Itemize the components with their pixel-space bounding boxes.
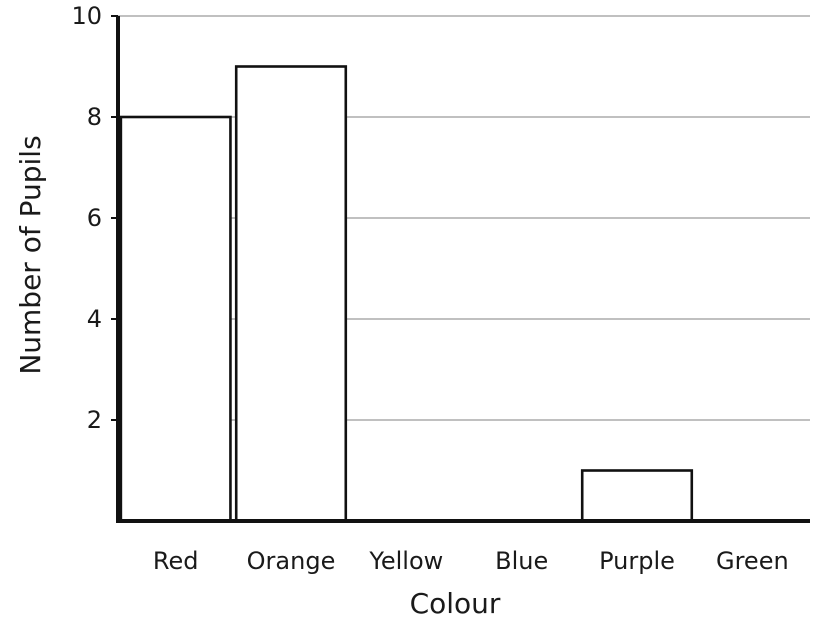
- x-category-label-blue: Blue: [495, 547, 548, 575]
- x-category-labels: Red Orange Yellow Blue Purple Green: [153, 547, 789, 575]
- x-category-label-red: Red: [153, 547, 199, 575]
- x-axis-title: Colour: [410, 587, 501, 620]
- y-tick-label-4: 4: [87, 305, 102, 333]
- x-category-label-purple: Purple: [599, 547, 675, 575]
- x-category-label-orange: Orange: [247, 547, 336, 575]
- x-category-label-yellow: Yellow: [368, 547, 443, 575]
- bar-orange: [234, 65, 348, 523]
- bar-purple: [580, 469, 694, 523]
- y-tick-label-2: 2: [87, 406, 102, 434]
- y-tick-label-6: 6: [87, 204, 102, 232]
- bars: [119, 65, 694, 523]
- y-tick-labels: 2 4 6 8 10: [71, 2, 102, 434]
- x-category-label-green: Green: [716, 547, 789, 575]
- axes: [116, 16, 810, 523]
- bar-red: [119, 115, 232, 523]
- y-tick-label-10: 10: [71, 2, 102, 30]
- gridlines: [111, 15, 810, 421]
- y-tick-label-8: 8: [87, 103, 102, 131]
- y-axis-title: Number of Pupils: [14, 135, 47, 374]
